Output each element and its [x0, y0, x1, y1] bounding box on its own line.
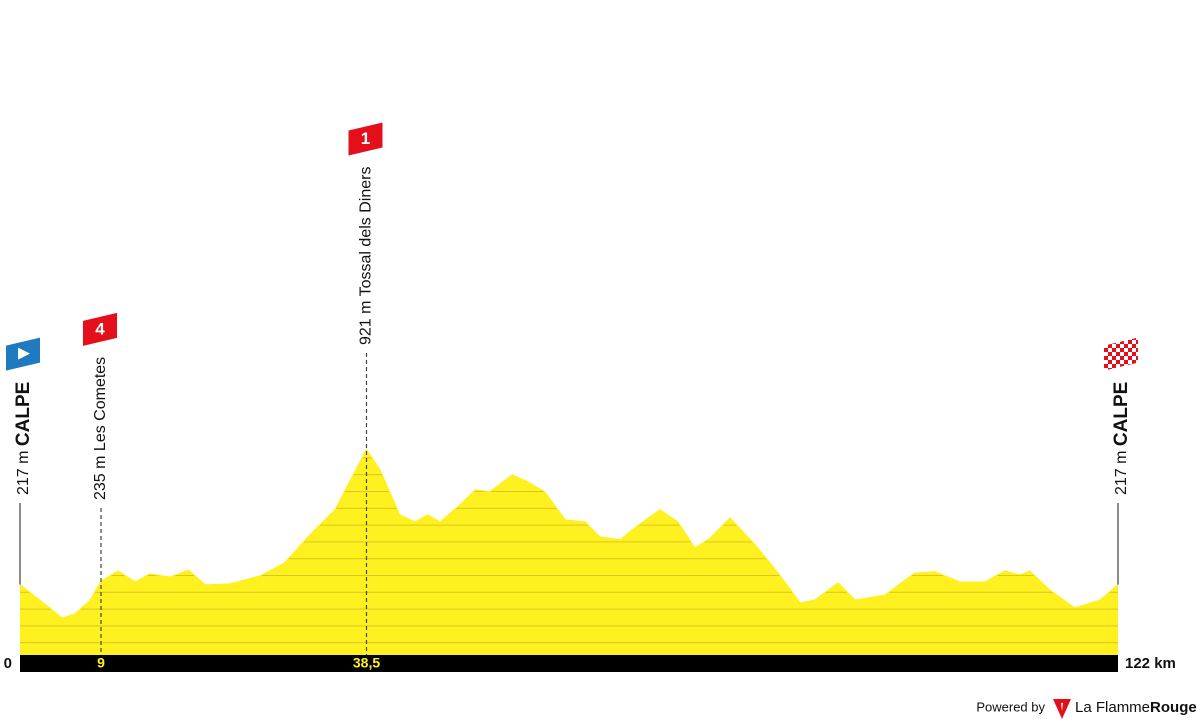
brand: La FlammeRouge: [1075, 699, 1197, 716]
climb-km: 38,5: [353, 655, 380, 671]
climb-category: 1: [361, 129, 370, 148]
marker-label: 217 m CALPE: [1111, 382, 1132, 495]
powered-by: Powered by: [976, 699, 1045, 714]
marker-elevation: 235 m: [92, 456, 109, 500]
marker-elevation: 217 m: [1113, 451, 1130, 495]
climb-category: 4: [95, 319, 105, 338]
start-flag-arrow: [18, 347, 30, 360]
elevation-outline: [19, 448, 1119, 619]
finish-flag: [1104, 337, 1138, 371]
climb-km: 9: [97, 655, 105, 671]
climb-flag: [83, 312, 117, 346]
brand-logo-mark: [1061, 703, 1063, 711]
marker-name: Les Cometes: [92, 357, 109, 451]
climb-flag: [348, 122, 383, 156]
brand-bold: Rouge: [1150, 699, 1197, 716]
marker-elevation: 921 m: [358, 301, 375, 345]
marker-name: Tossal dels Diners: [358, 167, 375, 297]
x-tick-label: 0: [4, 655, 12, 672]
marker-label: 921 m Tossal dels Diners: [358, 167, 375, 345]
x-tick-label: 122 km: [1125, 655, 1176, 672]
distance-bar: [20, 655, 1118, 672]
marker-name: CALPE: [13, 382, 34, 446]
marker-label: 217 m CALPE: [13, 382, 34, 495]
elevation-area: [20, 449, 1118, 655]
marker-elevation: 217 m: [15, 451, 32, 495]
marker-label: 235 m Les Cometes: [92, 357, 109, 500]
marker-name: CALPE: [1111, 382, 1132, 446]
brand-light: La Flamme: [1075, 699, 1150, 716]
